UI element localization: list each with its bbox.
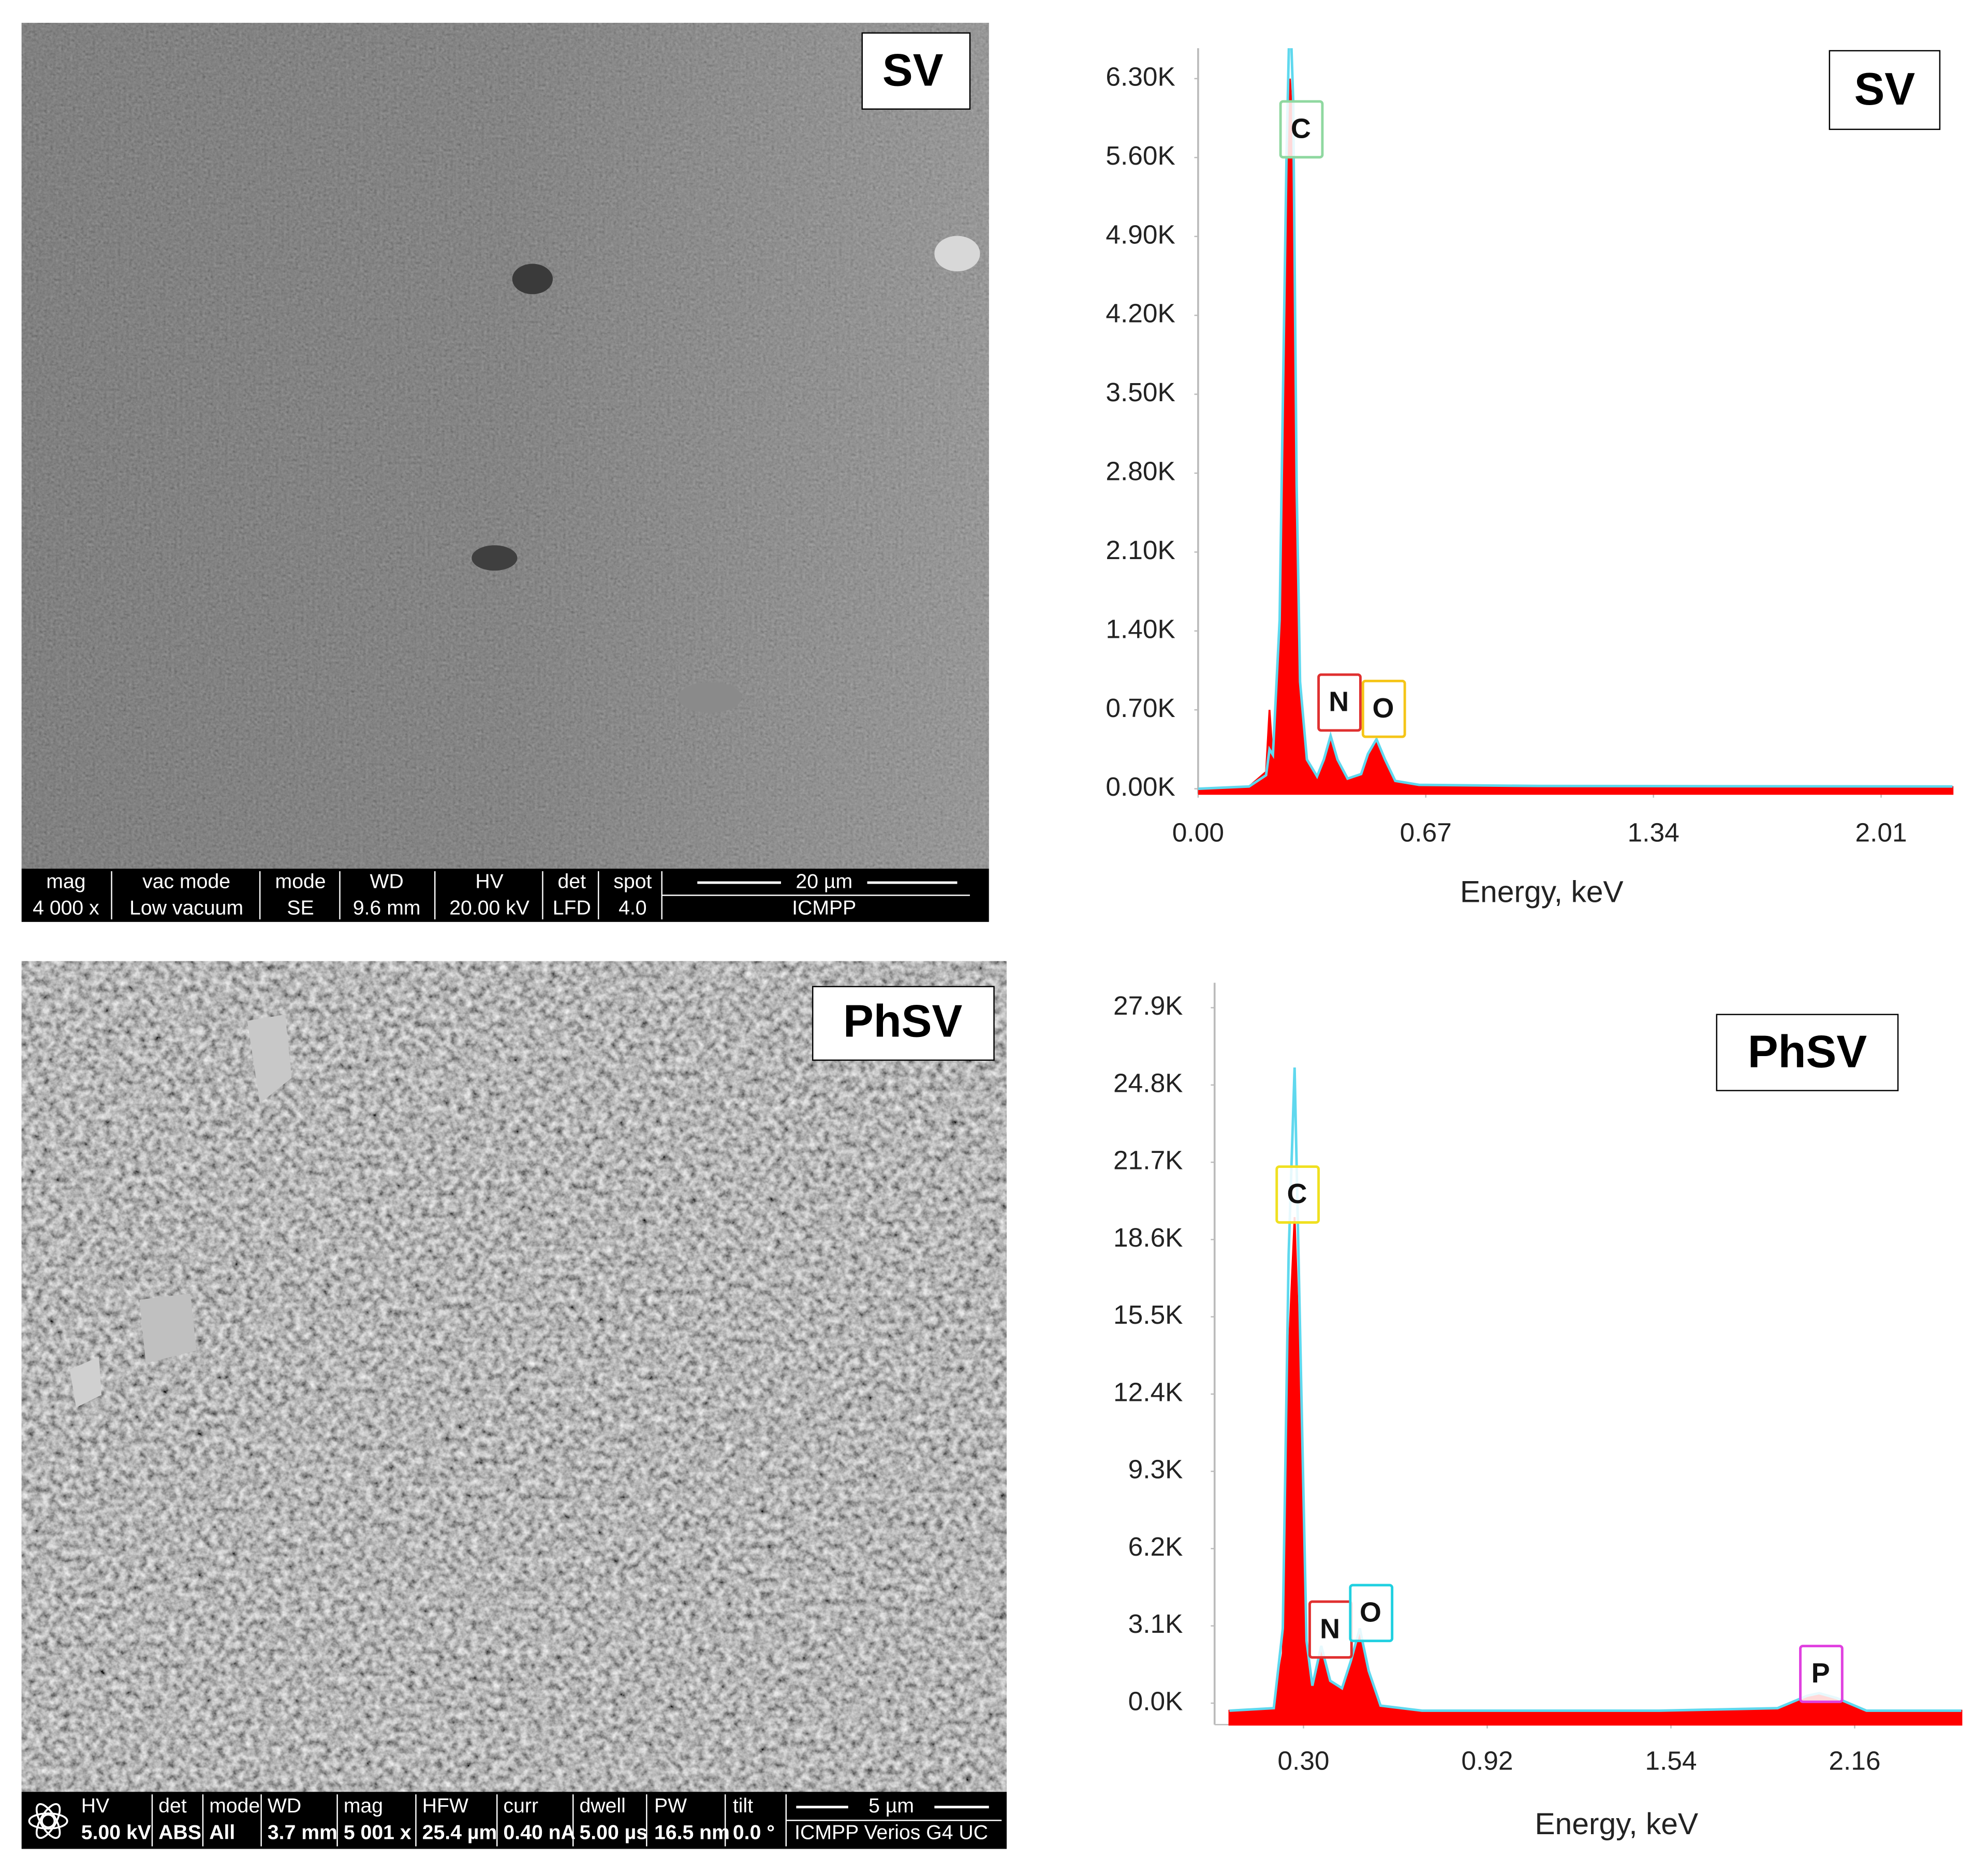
info-value: ABS (158, 1821, 201, 1843)
info-value: 16.5 nm (654, 1821, 730, 1843)
info-header: det (558, 870, 586, 892)
y-tick-label: 0.0K (1128, 1686, 1183, 1716)
x-axis-label: Energy, keV (1460, 875, 1624, 909)
x-tick-label: 0.67 (1400, 817, 1452, 847)
info-header: mode (209, 1795, 260, 1817)
panel-label: PhSV (1748, 1026, 1867, 1077)
footer: ICMPP (792, 897, 856, 919)
annotation-box (1361, 679, 1406, 738)
y-tick-label: 6.30K (1106, 61, 1175, 91)
annotation: O (1360, 1597, 1381, 1628)
annotation-box (1317, 673, 1362, 732)
annotation: P (1812, 1658, 1830, 1689)
scale-label: 5 µm (868, 1795, 914, 1817)
info-header: det (158, 1795, 187, 1817)
x-tick-label: 2.01 (1855, 817, 1907, 847)
sem-image (21, 23, 989, 922)
info-value: 0.0 ° (733, 1821, 775, 1843)
y-tick-label: 24.8K (1113, 1067, 1183, 1098)
x-tick-label: 1.54 (1645, 1745, 1697, 1775)
plot-area (1198, 48, 1954, 795)
info-value: 4.0 (619, 897, 646, 919)
annotation: C (1291, 113, 1311, 144)
y-tick-label: 0.70K (1106, 693, 1175, 723)
annotation-box (1275, 1165, 1320, 1224)
y-tick-label: 2.80K (1106, 456, 1175, 486)
scale-label: 20 µm (796, 870, 852, 892)
x-tick-label: 0.30 (1277, 1745, 1329, 1775)
info-value: LFD (553, 897, 591, 919)
annotation: N (1320, 1613, 1340, 1644)
annotation: N (1329, 686, 1349, 718)
info-header: mode (275, 870, 326, 892)
info-header: tilt (733, 1795, 753, 1817)
annotation-box (1349, 1584, 1394, 1643)
x-axis-label: Energy, keV (1535, 1807, 1698, 1841)
y-tick-label: 12.4K (1113, 1377, 1183, 1407)
info-value: 4 000 x (33, 897, 99, 919)
annotation: O (1373, 693, 1394, 724)
y-tick-label: 15.5K (1113, 1299, 1183, 1329)
info-value: SE (287, 897, 314, 919)
info-header: mag (46, 870, 85, 892)
fit-line (1198, 48, 1953, 791)
annotation: C (1287, 1178, 1307, 1209)
y-tick-label: 1.40K (1106, 613, 1175, 643)
scale-bg (848, 1795, 935, 1819)
info-header: spot (613, 870, 652, 892)
info-value: 25.4 µm (422, 1821, 497, 1843)
info-header: WD (268, 1795, 301, 1817)
y-tick-label: 21.7K (1113, 1145, 1183, 1175)
x-tick-label: 0.92 (1461, 1745, 1513, 1775)
y-tick-label: 18.6K (1113, 1222, 1183, 1252)
label-box (812, 986, 995, 1061)
y-tick-label: 6.2K (1128, 1531, 1183, 1561)
y-tick-label: 4.90K (1106, 219, 1175, 249)
panel-label: SV (882, 44, 944, 95)
label-box (861, 32, 971, 110)
y-tick-label: 2.10K (1106, 535, 1175, 565)
label-box (1829, 50, 1941, 130)
y-tick-label: 0.00K (1106, 771, 1175, 801)
y-tick-label: 27.9K (1113, 990, 1183, 1020)
info-value: Low vacuum (129, 897, 243, 919)
info-value: 5.00 µs (579, 1821, 647, 1843)
y-tick-label: 9.3K (1128, 1454, 1183, 1484)
footer: ICMPP Verios G4 UC (794, 1821, 988, 1843)
info-header: curr (504, 1795, 539, 1817)
info-header: HV (81, 1795, 109, 1817)
info-value: 5.00 kV (81, 1821, 151, 1843)
info-value: 3.7 mm (268, 1821, 337, 1843)
sem-image (21, 961, 1007, 1849)
panel-label: PhSV (843, 996, 962, 1047)
info-header: vac mode (142, 870, 230, 892)
annotation-box (1799, 1645, 1844, 1703)
y-tick-label: 5.60K (1106, 140, 1175, 170)
y-tick-label: 3.50K (1106, 377, 1175, 407)
x-tick-label: 1.34 (1628, 817, 1680, 847)
x-tick-label: 2.16 (1829, 1745, 1880, 1775)
info-header: mag (344, 1795, 383, 1817)
info-header: dwell (579, 1795, 625, 1817)
panel-label: SV (1854, 63, 1916, 114)
y-tick-label: 3.1K (1128, 1608, 1183, 1638)
info-value: 5 001 x (344, 1821, 411, 1843)
info-value: 0.40 nA (504, 1821, 576, 1843)
info-header: HFW (422, 1795, 468, 1817)
info-value: 20.00 kV (449, 897, 529, 919)
info-header: PW (654, 1795, 687, 1817)
info-header: HV (475, 870, 503, 892)
label-box (1716, 1014, 1899, 1091)
spectrum-area (1198, 78, 1954, 795)
annotation-box (1279, 100, 1324, 159)
info-header: WD (370, 870, 404, 892)
y-tick-label: 4.20K (1106, 298, 1175, 328)
info-value: 9.6 mm (353, 897, 421, 919)
info-value: All (209, 1821, 235, 1843)
scale-bg (781, 871, 867, 894)
x-tick-label: 0.00 (1172, 817, 1224, 847)
